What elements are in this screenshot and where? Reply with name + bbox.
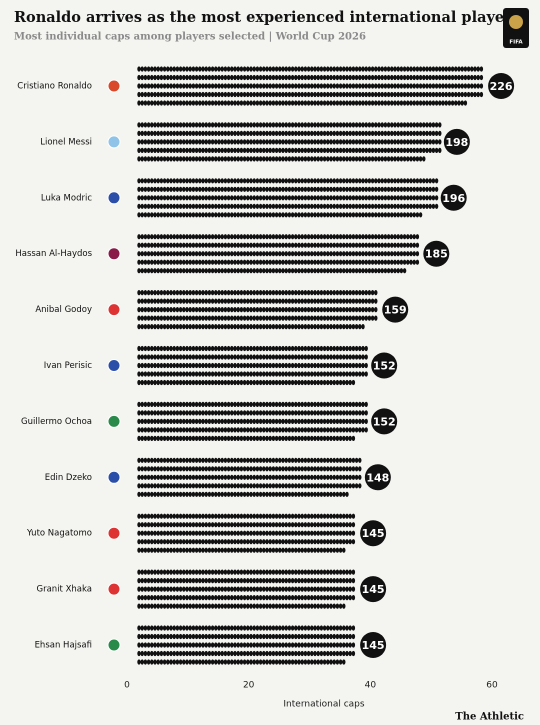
cap-dots [137,289,378,330]
cap-dots [137,234,420,274]
value-label: 145 [362,583,385,596]
category-label: Ehsan Hajsafi [35,641,92,651]
x-tick-label: 40 [365,681,377,691]
cap-dots [137,457,362,497]
category-label: Cristiano Ronaldo [17,82,92,92]
value-label: 152 [373,415,396,428]
x-tick-label: 0 [124,681,130,691]
cap-dots [137,178,439,218]
cap-dots [137,66,484,106]
value-label: 185 [425,248,448,261]
flag [107,303,121,317]
category-label: Anibal Godoy [35,305,92,315]
x-tick-label: 60 [486,681,498,691]
value-badge [443,128,470,155]
value-label: 196 [442,192,465,205]
flag [107,526,121,540]
logo-text: FIFA [509,40,523,46]
flag [107,135,121,149]
logo-trophy [509,15,523,29]
logo: FIFA [503,8,529,48]
value-label: 148 [366,471,389,484]
value-badge [371,352,398,379]
flag [107,191,121,205]
category-label: Lionel Messi [40,137,92,147]
value-badge [440,184,467,211]
value-label: 159 [384,304,407,317]
category-label: Hassan Al-Haydos [15,249,92,259]
category-label: Luka Modric [41,193,92,203]
x-tick-label: 20 [243,681,255,691]
source: The Athletic [455,712,524,723]
value-badge [382,296,409,323]
chart-subtitle: Most individual caps among players selec… [14,32,366,43]
flag [107,638,121,652]
cap-dots [137,345,368,386]
value-badge [360,576,387,603]
category-label: Guillermo Ochoa [21,417,92,427]
value-badge [371,408,398,435]
value-label: 145 [362,527,385,540]
flag [107,359,121,372]
value-badge [423,240,450,267]
cap-dots [137,122,442,162]
cap-dots [137,401,368,442]
value-badge [364,464,391,491]
flag [107,414,121,428]
value-label: 226 [490,80,513,93]
cap-dots [137,513,356,553]
value-badge [488,73,515,99]
flag [107,79,121,93]
value-badge [360,520,387,547]
category-label: Ivan Perisic [44,361,93,371]
flag [107,582,121,596]
category-label: Yuto Nagatomo [26,529,92,539]
value-label: 198 [445,136,468,149]
chart-title: Ronaldo arrives as the most experienced … [14,9,512,26]
category-label: Edin Dzeko [45,473,92,483]
value-label: 145 [362,639,385,652]
cap-dots [137,569,356,609]
flag [107,470,121,484]
value-label: 152 [373,360,396,373]
value-badge [360,632,387,658]
cap-dots [137,625,356,665]
category-label: Granit Xhaka [37,585,92,595]
flag [107,247,121,261]
x-axis-title: International caps [283,700,364,710]
